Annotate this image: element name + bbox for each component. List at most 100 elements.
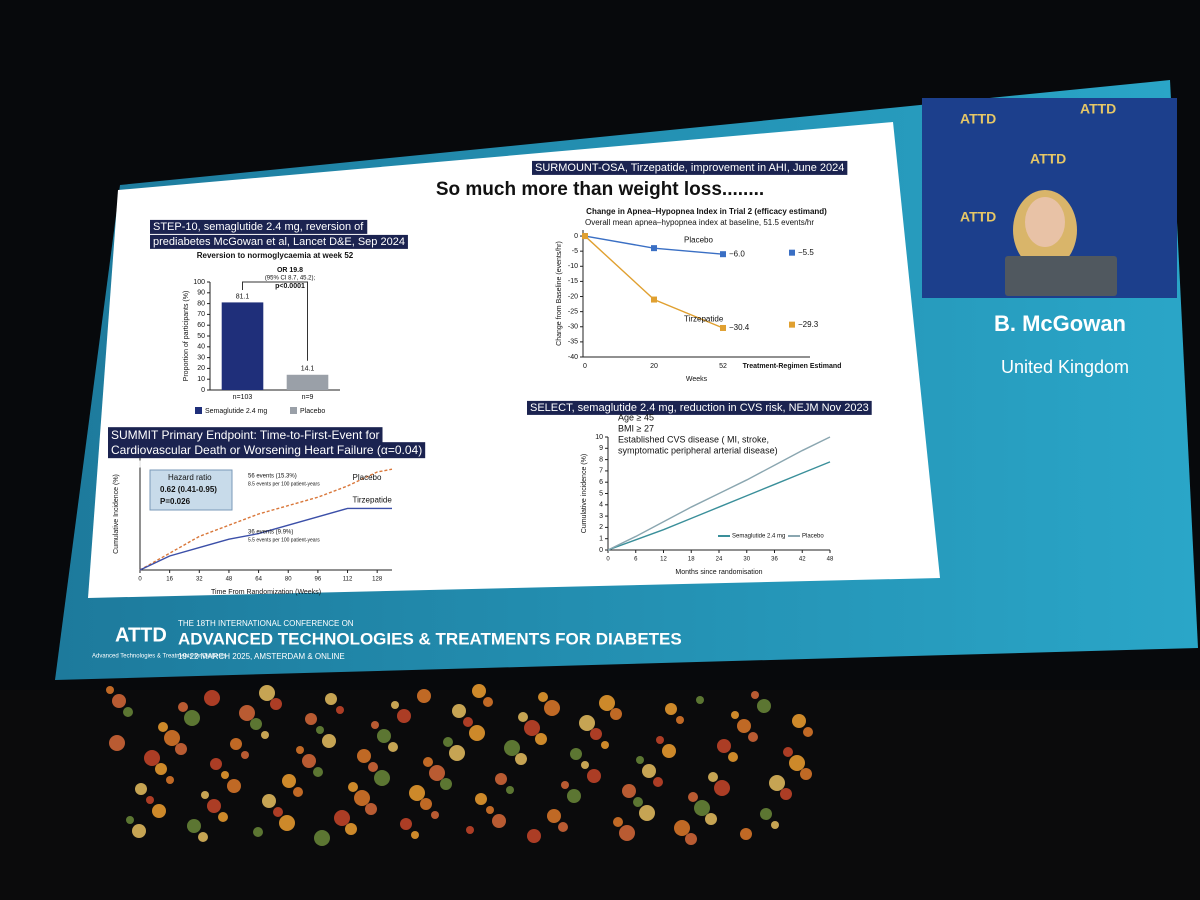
flower bbox=[792, 714, 806, 728]
x-tick-label: 20 bbox=[650, 363, 658, 370]
flower bbox=[587, 769, 601, 783]
flower bbox=[400, 818, 412, 830]
y-tick-label: -30 bbox=[568, 324, 578, 331]
flower bbox=[259, 685, 275, 701]
flower bbox=[694, 800, 710, 816]
flower bbox=[714, 780, 730, 796]
x-tick-label: 30 bbox=[743, 557, 750, 563]
flower bbox=[789, 755, 805, 771]
flower bbox=[717, 739, 731, 753]
flower bbox=[198, 832, 208, 842]
conference-logo-caption: Advanced Technologies & Treatments for D… bbox=[92, 654, 227, 660]
flower bbox=[506, 786, 514, 794]
flower bbox=[544, 700, 560, 716]
flower bbox=[676, 716, 684, 724]
y-tick-label: 90 bbox=[197, 290, 205, 297]
hazard-text: P=0.026 bbox=[160, 497, 191, 506]
y-tick-label: -20 bbox=[568, 293, 578, 300]
y-tick-label: 70 bbox=[197, 311, 205, 318]
flower bbox=[748, 732, 758, 742]
flower bbox=[201, 791, 209, 799]
flower bbox=[262, 794, 276, 808]
panel-header: prediabetes McGowan et al, Lancet D&E, S… bbox=[153, 236, 405, 248]
y-tick-label: 10 bbox=[595, 434, 603, 441]
flower bbox=[371, 721, 379, 729]
x-tick-label: 128 bbox=[372, 577, 383, 583]
y-tick-label: 80 bbox=[197, 300, 205, 307]
flower bbox=[567, 789, 581, 803]
flower bbox=[218, 812, 228, 822]
flower bbox=[368, 762, 378, 772]
slide-title: So much more than weight loss........ bbox=[436, 179, 764, 200]
hazard-text: Hazard ratio bbox=[168, 473, 212, 482]
annotation: (95% CI 8.7, 45.2); bbox=[265, 276, 316, 282]
flower bbox=[132, 824, 146, 838]
series-line bbox=[139, 507, 392, 571]
flower bbox=[760, 808, 772, 820]
x-tick-label: 64 bbox=[255, 577, 262, 583]
flower bbox=[538, 692, 548, 702]
flower bbox=[728, 752, 738, 762]
panel-header: SELECT, semaglutide 2.4 mg, reduction in… bbox=[530, 402, 869, 414]
flower bbox=[106, 686, 114, 694]
backdrop-logo: ATTD bbox=[1080, 101, 1116, 117]
flower bbox=[388, 742, 398, 752]
legend-label: Semaglutide 2.4 mg bbox=[732, 534, 785, 540]
series-name: Placebo bbox=[684, 235, 713, 244]
legend-label: Placebo bbox=[802, 534, 824, 540]
y-tick-label: 4 bbox=[599, 502, 603, 509]
y-tick-label: 2 bbox=[599, 524, 603, 531]
y-tick-label: 20 bbox=[197, 365, 205, 372]
panel-header: Cardiovascular Death or Worsening Heart … bbox=[111, 443, 422, 457]
series-line bbox=[584, 235, 724, 255]
y-axis-label: Cumulative Incidence (%) bbox=[113, 474, 120, 554]
flower bbox=[184, 710, 200, 726]
value-label: −6.0 bbox=[729, 249, 745, 258]
flower bbox=[417, 689, 431, 703]
x-tick-label: 112 bbox=[343, 577, 353, 583]
y-tick-label: 0 bbox=[599, 547, 603, 554]
flower bbox=[708, 772, 718, 782]
flower bbox=[662, 744, 676, 758]
flower bbox=[423, 757, 433, 767]
flower bbox=[656, 736, 664, 744]
flower bbox=[279, 815, 295, 831]
flower bbox=[397, 709, 411, 723]
value-label: 14.1 bbox=[301, 366, 315, 373]
y-tick-label: 5 bbox=[599, 490, 603, 497]
y-tick-label: 7 bbox=[599, 468, 603, 475]
flower bbox=[429, 765, 445, 781]
panel-header-band bbox=[150, 219, 368, 234]
flower bbox=[619, 825, 635, 841]
flower bbox=[466, 826, 474, 834]
flower bbox=[769, 775, 785, 791]
value-label: −5.5 bbox=[798, 248, 814, 257]
y-tick-label: 0 bbox=[201, 387, 205, 394]
estimand-point bbox=[789, 249, 795, 256]
flower bbox=[409, 785, 425, 801]
flower bbox=[613, 817, 623, 827]
flowers bbox=[106, 684, 813, 846]
flower bbox=[158, 722, 168, 732]
flower bbox=[230, 738, 242, 750]
bar bbox=[221, 302, 264, 390]
flower bbox=[642, 764, 656, 778]
y-tick-label: -5 bbox=[572, 248, 578, 255]
x-tick-label: 24 bbox=[716, 557, 723, 563]
flower bbox=[336, 706, 344, 714]
flower bbox=[685, 833, 697, 845]
series-line bbox=[584, 235, 724, 329]
flower bbox=[771, 821, 779, 829]
source: NEJM Nov 2024 bbox=[104, 460, 177, 471]
x-tick-label: 32 bbox=[196, 577, 203, 583]
x-tick-label: 18 bbox=[688, 557, 695, 563]
flower bbox=[227, 779, 241, 793]
flower bbox=[561, 781, 569, 789]
flower bbox=[282, 774, 296, 788]
flower bbox=[135, 783, 147, 795]
flower bbox=[316, 726, 324, 734]
flower bbox=[348, 782, 358, 792]
flower bbox=[469, 725, 485, 741]
flower bbox=[354, 790, 370, 806]
